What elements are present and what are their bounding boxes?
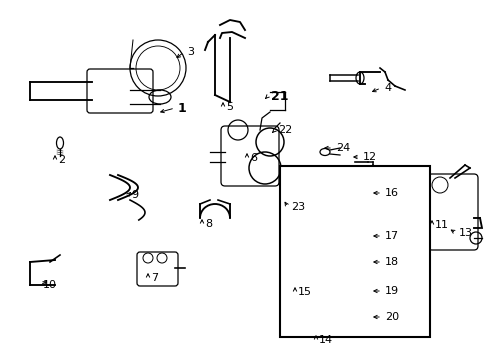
Text: 10: 10 bbox=[43, 280, 57, 290]
Text: 17: 17 bbox=[384, 231, 398, 241]
Text: 15: 15 bbox=[297, 287, 311, 297]
Text: 16: 16 bbox=[384, 188, 398, 198]
Text: 12: 12 bbox=[362, 152, 376, 162]
Text: 1: 1 bbox=[178, 102, 186, 114]
Bar bbox=[280, 166, 429, 337]
Text: 4: 4 bbox=[383, 83, 390, 93]
Text: 18: 18 bbox=[384, 257, 398, 267]
Text: 6: 6 bbox=[249, 153, 257, 163]
Text: 13: 13 bbox=[458, 228, 472, 238]
Text: 24: 24 bbox=[335, 143, 349, 153]
Text: 20: 20 bbox=[384, 312, 398, 322]
Text: 23: 23 bbox=[290, 202, 305, 212]
Text: 9: 9 bbox=[131, 190, 138, 200]
Text: 2: 2 bbox=[58, 155, 65, 165]
Text: 5: 5 bbox=[225, 102, 232, 112]
Text: 19: 19 bbox=[384, 286, 398, 296]
Text: 11: 11 bbox=[434, 220, 448, 230]
Text: 8: 8 bbox=[204, 219, 212, 229]
Text: 14: 14 bbox=[318, 335, 332, 345]
Text: 22: 22 bbox=[278, 125, 292, 135]
Text: 3: 3 bbox=[186, 47, 194, 57]
Text: 7: 7 bbox=[151, 273, 158, 283]
Text: 21: 21 bbox=[270, 90, 288, 103]
